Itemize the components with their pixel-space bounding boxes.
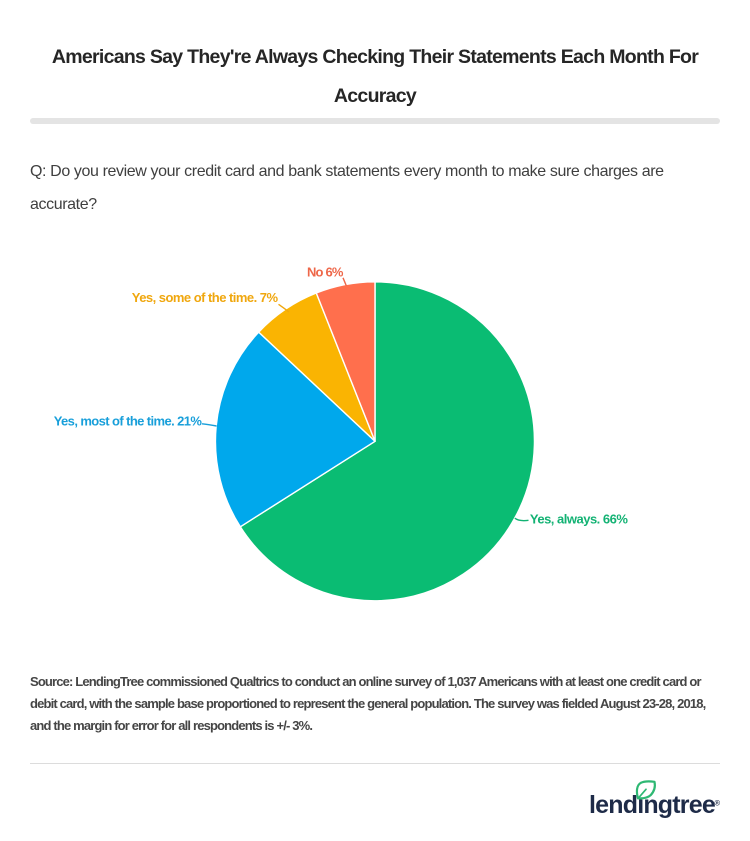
- svg-text:Yes, most of the time. 21%: Yes, most of the time. 21%: [54, 414, 203, 429]
- svg-text:®: ®: [715, 799, 721, 808]
- svg-text:Yes, always. 66%: Yes, always. 66%: [530, 511, 628, 526]
- svg-text:No 6%: No 6%: [307, 264, 344, 279]
- svg-text:lendıngtree: lendıngtree: [589, 791, 716, 819]
- svg-text:Yes, some of the time. 7%: Yes, some of the time. 7%: [132, 290, 279, 305]
